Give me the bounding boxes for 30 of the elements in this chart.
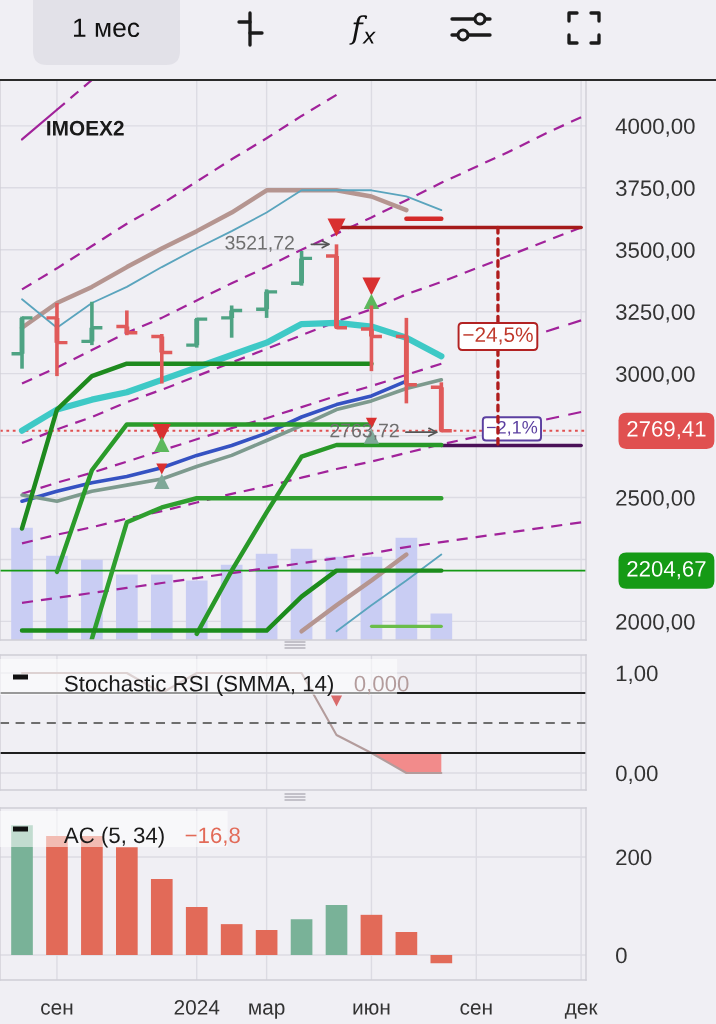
x-tick-label: сен [460,1003,492,1015]
text: f$_{x}$ [349,15,376,45]
y-tick-label: 3000,00 [616,366,695,385]
y-tick-label: 2500,00 [616,490,695,509]
annotation: −24,5% [463,327,533,345]
x-tick-label: мар [249,1003,285,1019]
y-tick-label: 3250,00 [616,304,695,323]
annotation: 2763,72 [330,423,399,440]
y-tick-label: 3750,00 [616,180,695,199]
ref-line-label: 2769,41 [627,420,706,440]
x-tick-label: сен [41,1003,73,1015]
y-tick-label: 3500,00 [616,242,695,261]
text: 0,000 [354,675,409,695]
x-tick-label: июн [353,1003,390,1015]
y-tick-label: 4000,00 [615,118,695,137]
y-tick-label: 0,00 [616,765,658,784]
x-tick-label: 2024 [174,999,220,1015]
text: −16,8 [185,827,240,846]
text: IMOEX2 [47,120,124,136]
annotation: 3521,72 [225,235,294,252]
ref-line-label: 2204,67 [627,560,706,580]
annotation: −2,1% [486,420,538,436]
x-tick-label: дек [564,1003,598,1019]
text: Stochastic RSI (SMMA, 14) [64,675,333,696]
y-tick-label: 2000,00 [616,613,695,633]
y-tick-label: 0 [616,947,627,964]
y-tick-label: 1,00 [616,665,658,684]
y-tick-label: 200 [616,849,652,866]
text: 1 мес [74,18,140,38]
text: AC (5, 34) [63,826,164,848]
